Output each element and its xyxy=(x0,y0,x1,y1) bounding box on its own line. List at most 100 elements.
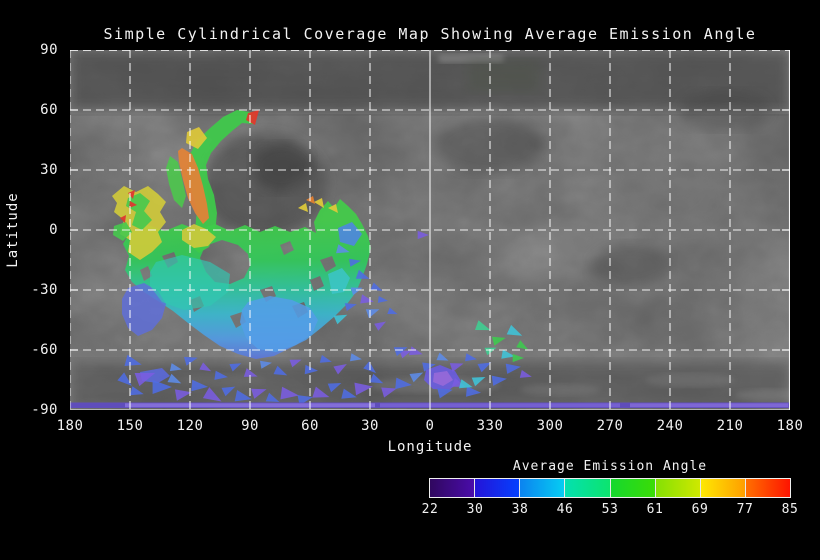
colorbar-tick-label: 61 xyxy=(646,502,664,517)
y-tick-label: 90 xyxy=(40,42,58,58)
coverage-triangle xyxy=(349,258,361,267)
y-tick-label: 60 xyxy=(40,102,58,118)
colorbar-tick-label: 22 xyxy=(421,502,439,517)
colorbar-tick-label: 69 xyxy=(691,502,709,517)
coverage-region-east-speck-y2 xyxy=(314,198,324,208)
x-tick-label: 0 xyxy=(425,418,435,434)
x-tick-label: 150 xyxy=(116,418,144,434)
coverage-triangle xyxy=(437,388,453,399)
coverage-triangle xyxy=(466,386,481,397)
colorbar-segment xyxy=(700,479,746,497)
y-tick-label: -90 xyxy=(31,402,58,418)
coverage-region-inner-green-strip xyxy=(166,156,186,208)
coverage-triangle xyxy=(422,362,436,372)
coverage-triangle xyxy=(417,230,429,240)
coverage-triangle xyxy=(174,389,192,401)
coverage-triangle xyxy=(492,336,506,346)
coverage-triangle xyxy=(374,321,387,331)
x-axis-label: Longitude xyxy=(387,439,473,455)
plot-title: Simple Cylindrical Coverage Map Showing … xyxy=(103,25,757,43)
coverage-triangle xyxy=(152,380,172,394)
coverage-triangle xyxy=(465,353,477,362)
coverage-triangle xyxy=(333,364,347,375)
x-tick-label: 300 xyxy=(536,418,564,434)
colorbar-tick-label: 30 xyxy=(466,502,484,517)
coverage-triangle xyxy=(273,365,288,376)
coverage-region-orange-arc xyxy=(178,148,209,224)
coverage-region-crescent-red-tip xyxy=(246,110,259,125)
y-tick-label: 30 xyxy=(40,162,58,178)
coverage-region-west-blue-patch xyxy=(122,283,166,336)
coverage-triangle xyxy=(491,375,507,386)
coverage-region-lightblue-patch xyxy=(240,296,318,352)
coverage-triangle xyxy=(354,382,373,396)
colorbar-tick-label: 38 xyxy=(511,502,529,517)
x-tick-label: 210 xyxy=(716,418,744,434)
x-tick-label: 120 xyxy=(176,418,204,434)
x-tick-label: 30 xyxy=(361,418,379,434)
coverage-triangle xyxy=(304,364,318,375)
coverage-triangle xyxy=(280,386,299,400)
coverage-overlay xyxy=(70,110,790,408)
coverage-triangle xyxy=(169,363,182,372)
coverage-region-east-speck-y3 xyxy=(328,204,338,213)
coverage-triangle xyxy=(409,346,423,356)
grid-overlay xyxy=(70,50,790,410)
colorbar-segment xyxy=(610,479,656,497)
coverage-triangle xyxy=(265,392,280,402)
coverage-triangle xyxy=(370,282,383,291)
coverage-triangle xyxy=(506,324,523,336)
coverage-triangle xyxy=(124,354,142,366)
colorbar-segment xyxy=(745,479,790,497)
coverage-triangle xyxy=(221,386,236,397)
coverage-triangle xyxy=(501,349,515,359)
coverage-triangle xyxy=(449,363,464,372)
x-tick-label: 330 xyxy=(476,418,504,434)
coverage-triangle xyxy=(395,377,412,390)
x-tick-label: 180 xyxy=(56,418,84,434)
coverage-triangle xyxy=(344,303,357,311)
x-tick-label: 270 xyxy=(596,418,624,434)
map-plot-area xyxy=(70,50,790,410)
coverage-triangle xyxy=(333,314,348,325)
coverage-triangle xyxy=(117,372,132,386)
coverage-triangle xyxy=(459,379,473,389)
coverage-triangle xyxy=(260,360,272,369)
coverage-triangle xyxy=(214,370,228,380)
coverage-region-south-blob-core xyxy=(433,371,453,386)
coverage-triangle xyxy=(387,307,398,315)
coverage-triangle xyxy=(289,359,302,368)
colorbar-tick-label: 46 xyxy=(556,502,574,517)
coverage-region-cyan-right-patch xyxy=(328,268,350,294)
coverage-triangle xyxy=(202,387,222,402)
coverage-triangle xyxy=(436,352,449,361)
coverage-region-red-speck-3 xyxy=(120,215,126,223)
coverage-triangle xyxy=(355,269,370,279)
colorbar-title: Average Emission Angle xyxy=(512,459,708,474)
south-polar-strip-bright xyxy=(630,403,788,408)
coverage-triangle xyxy=(477,362,492,373)
coverage-triangle xyxy=(229,363,242,372)
colorbar-tick-label: 85 xyxy=(781,502,799,517)
coverage-triangle xyxy=(381,387,397,398)
coverage-triangle xyxy=(319,355,332,363)
south-polar-strip-bright xyxy=(380,403,620,408)
coverage-triangle xyxy=(475,320,491,331)
coverage-triangle xyxy=(312,386,330,398)
y-tick-label: 0 xyxy=(49,222,58,238)
coverage-triangle xyxy=(365,309,380,319)
coverage-triangle xyxy=(199,362,212,372)
colorbar-segment xyxy=(430,479,476,497)
coverage-region-east-blue-patch xyxy=(338,222,362,246)
colorbar-tick-label: 53 xyxy=(601,502,619,517)
coverage-triangle xyxy=(191,379,208,392)
coverage-triangle xyxy=(519,370,532,378)
colorbar-segment xyxy=(475,479,521,497)
coverage-triangle xyxy=(516,340,529,350)
coverage-region-red-speck-2 xyxy=(129,201,137,208)
coverage-region-yellow-cap xyxy=(186,127,207,149)
x-tick-label: 240 xyxy=(656,418,684,434)
coverage-triangle xyxy=(130,386,144,396)
coverage-triangle xyxy=(409,372,424,383)
coverage-triangle xyxy=(399,350,412,359)
